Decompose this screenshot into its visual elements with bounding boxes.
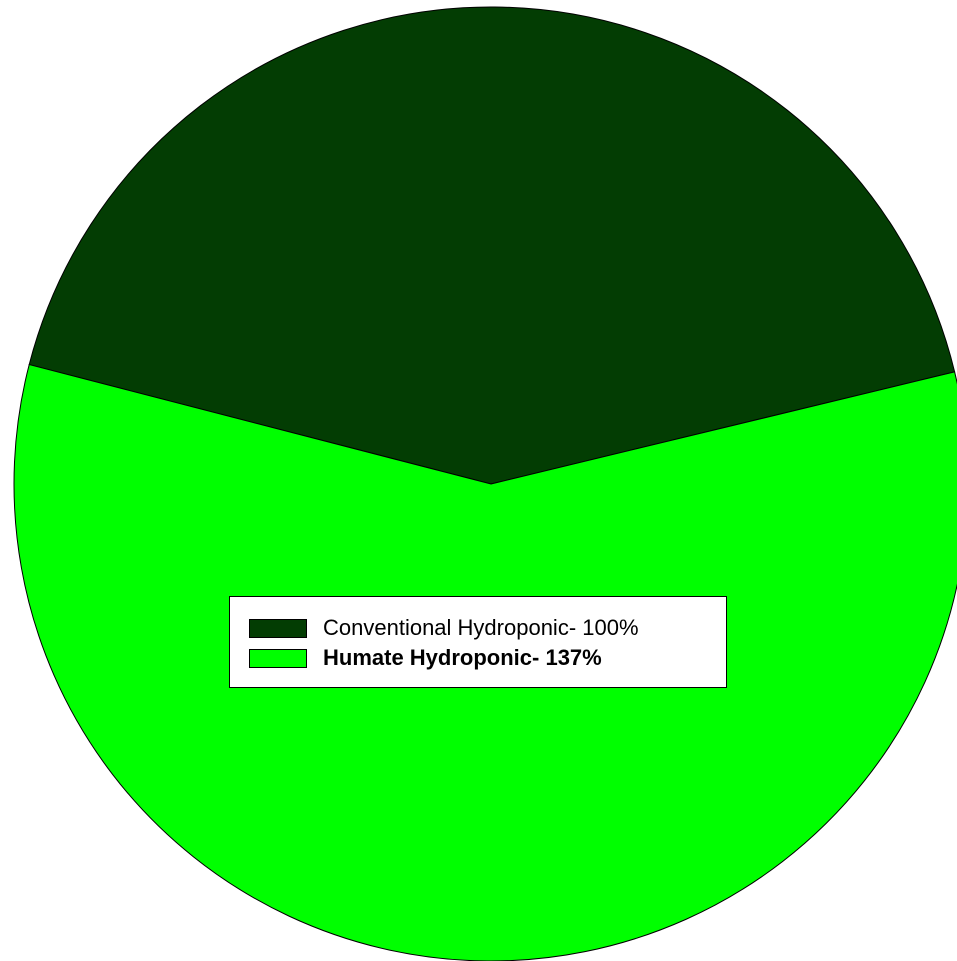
pie-slice-conventional-hydroponic	[28, 6, 956, 485]
legend-label-humate-hydroponic: Humate Hydroponic- 137%	[323, 645, 602, 670]
legend-entry-conventional-hydroponic: Conventional Hydroponic- 100%	[249, 613, 726, 643]
chart-legend: Conventional Hydroponic- 100% Humate Hyd…	[229, 596, 727, 688]
legend-label-conventional-hydroponic: Conventional Hydroponic- 100%	[323, 615, 639, 640]
legend-swatch-humate-hydroponic	[249, 648, 307, 668]
legend-entry-humate-hydroponic: Humate Hydroponic- 137%	[249, 643, 726, 673]
legend-swatch-conventional-hydroponic	[249, 618, 307, 638]
